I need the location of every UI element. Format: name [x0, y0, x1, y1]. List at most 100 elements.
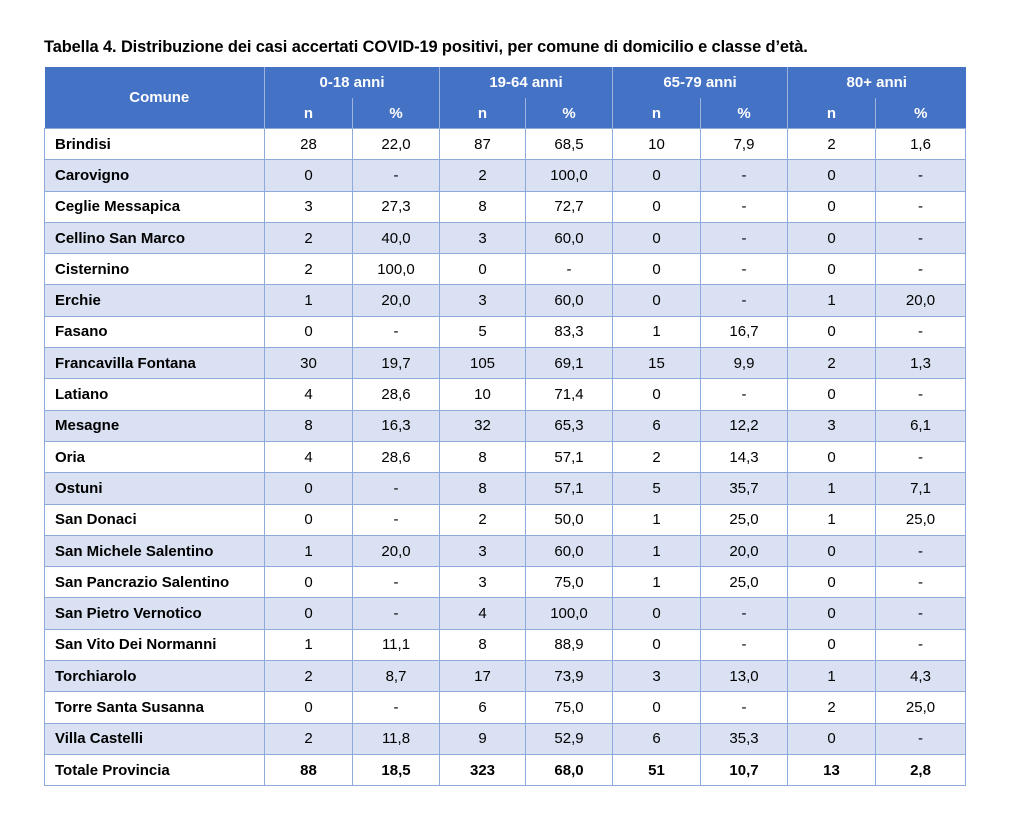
percent-cell: 18,5: [352, 753, 440, 787]
percent-cell: 50,0: [525, 503, 613, 536]
table-row: Latiano 4 28,6 10 71,4 0-0-: [44, 378, 967, 411]
table-row: Mesagne 8 16,3 32 65,3 6 12,2 3 6,1: [44, 409, 967, 442]
table-header: Comune 0-18 anni 19-64 anni 65-79 anni 8…: [44, 67, 966, 129]
count-cell: 0: [264, 159, 353, 192]
count-cell: 2: [264, 253, 353, 286]
group-header-65-79: 65-79 anni: [612, 67, 788, 98]
count-cell: 3: [439, 221, 526, 255]
percent-cell: 57,1: [525, 472, 613, 505]
count-cell: 3: [439, 284, 526, 317]
count-cell: 15: [612, 347, 701, 380]
count-cell: 2: [264, 660, 353, 693]
count-cell: 1: [264, 628, 353, 662]
comune-name: Fasano: [44, 315, 265, 349]
count-cell: 0: [264, 566, 353, 599]
count-cell: 0: [612, 253, 701, 286]
percent-cell: 71,4: [525, 378, 613, 411]
percent-cell: 25,0: [874, 503, 967, 536]
count-cell: 2: [612, 440, 701, 474]
table-caption: Tabella 4. Distribuzione dei casi accert…: [44, 38, 808, 56]
percent-cell: 27,3: [352, 190, 440, 223]
percent-cell: 25,0: [700, 566, 788, 599]
percent-cell: 25,0: [874, 691, 967, 724]
comune-name: Torchiarolo: [44, 660, 265, 693]
count-cell: 10: [439, 378, 526, 411]
subheader-percent: %: [700, 98, 788, 129]
percent-cell: -: [700, 190, 788, 223]
count-cell: 1: [787, 284, 876, 317]
percent-cell: 60,0: [525, 534, 613, 568]
count-cell: 17: [439, 660, 526, 693]
count-cell: 1: [612, 503, 701, 536]
count-cell: 0: [264, 503, 353, 536]
group-header-0-18: 0-18 anni: [264, 67, 440, 98]
count-cell: 0: [612, 691, 701, 724]
comune-name: San Donaci: [44, 503, 265, 536]
count-cell: 0: [264, 597, 353, 630]
percent-cell: 75,0: [525, 566, 613, 599]
count-cell: 2: [439, 159, 526, 192]
count-cell: 3: [264, 190, 353, 223]
percent-cell: 83,3: [525, 315, 613, 349]
count-cell: 4: [439, 597, 526, 630]
count-cell: 2: [264, 722, 353, 755]
percent-cell: 100,0: [525, 159, 613, 192]
count-cell: 87: [439, 127, 526, 161]
percent-cell: -: [700, 221, 788, 255]
percent-cell: 19,7: [352, 347, 440, 380]
count-cell: 2: [439, 503, 526, 536]
count-cell: 0: [264, 472, 353, 505]
count-cell: 8: [439, 628, 526, 662]
count-cell: 3: [439, 566, 526, 599]
subheader-n: n: [264, 98, 353, 129]
comune-name: San Pietro Vernotico: [44, 597, 265, 630]
percent-cell: 100,0: [525, 597, 613, 630]
count-cell: 0: [612, 284, 701, 317]
percent-cell: -: [700, 159, 788, 192]
percent-cell: -: [874, 597, 967, 630]
count-cell: 0: [612, 597, 701, 630]
table-row: San Vito Dei Normanni 1 11,1 8 88,9 0-0-: [44, 628, 967, 662]
table-row: San Pietro Vernotico 0-4 100,0 0-0-: [44, 597, 967, 630]
count-cell: 0: [787, 253, 876, 286]
count-cell: 8: [439, 190, 526, 223]
comune-name: San Michele Salentino: [44, 534, 265, 568]
count-cell: 88: [264, 753, 353, 787]
percent-cell: -: [874, 628, 967, 662]
table-row: Erchie 1 20,0 3 60,0 0-1 20,0: [44, 284, 967, 317]
percent-cell: 72,7: [525, 190, 613, 223]
comune-name: Oria: [44, 440, 265, 474]
count-cell: 4: [264, 440, 353, 474]
percent-cell: -: [700, 284, 788, 317]
comune-name: Cellino San Marco: [44, 221, 265, 255]
percent-cell: 16,3: [352, 409, 440, 442]
table-row: Ostuni 0-8 57,1 5 35,7 1 7,1: [44, 472, 967, 505]
percent-cell: -: [352, 597, 440, 630]
percent-cell: -: [874, 566, 967, 599]
count-cell: 8: [264, 409, 353, 442]
percent-cell: 57,1: [525, 440, 613, 474]
table-row: Oria 4 28,6 8 57,1 2 14,3 0-: [44, 440, 967, 474]
count-cell: 1: [612, 566, 701, 599]
count-cell: 0: [787, 190, 876, 223]
total-row: Totale Provincia 88 18,5 323 68,0 51 10,7 13 2,8: [44, 753, 967, 787]
comune-name: Ostuni: [44, 472, 265, 505]
comune-name: Villa Castelli: [44, 722, 265, 755]
group-header-19-64: 19-64 anni: [439, 67, 613, 98]
count-cell: 2: [264, 221, 353, 255]
comune-name: Francavilla Fontana: [44, 347, 265, 380]
percent-cell: 68,5: [525, 127, 613, 161]
percent-cell: 16,7: [700, 315, 788, 349]
percent-cell: -: [700, 378, 788, 411]
count-cell: 0: [787, 597, 876, 630]
count-cell: 10: [612, 127, 701, 161]
count-cell: 3: [439, 534, 526, 568]
percent-cell: -: [352, 566, 440, 599]
count-cell: 1: [612, 534, 701, 568]
percent-cell: -: [700, 628, 788, 662]
count-cell: 0: [612, 221, 701, 255]
percent-cell: 2,8: [874, 753, 967, 787]
percent-cell: -: [700, 691, 788, 724]
percent-cell: 28,6: [352, 378, 440, 411]
count-cell: 4: [264, 378, 353, 411]
